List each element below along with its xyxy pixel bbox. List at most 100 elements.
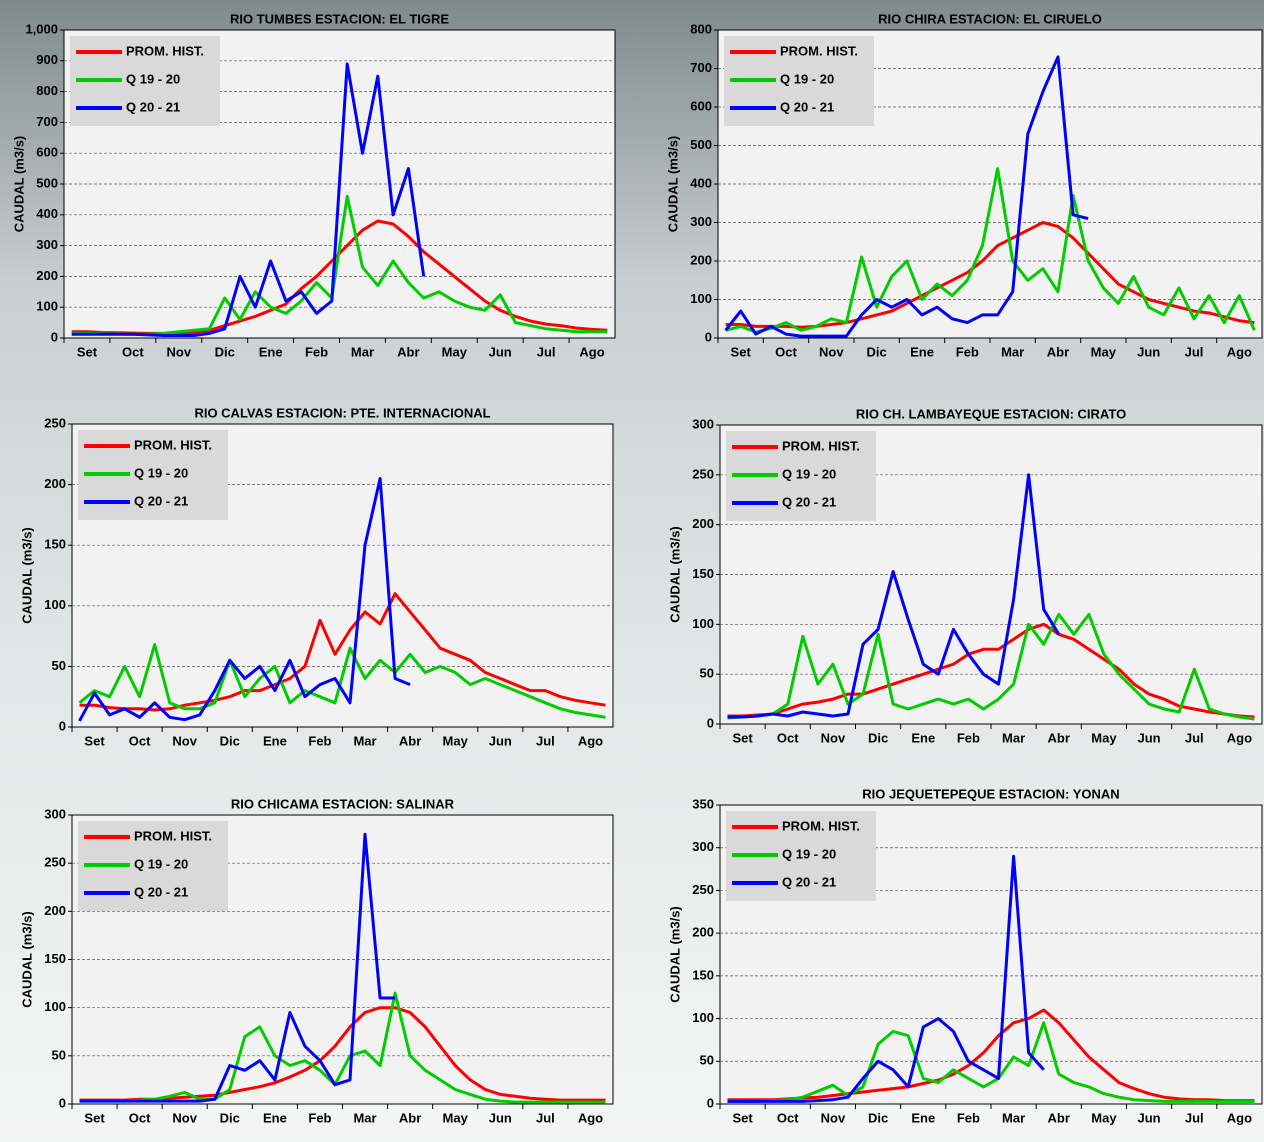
x-tick-label: Jul (536, 733, 555, 748)
x-tick-label: Abr (1047, 344, 1069, 359)
y-tick-label: 100 (692, 1010, 714, 1025)
legend-label: Q 20 - 21 (780, 99, 834, 114)
legend-label: PROM. HIST. (782, 438, 860, 453)
x-tick-label: Set (77, 344, 98, 359)
legend-label: Q 19 - 20 (126, 71, 180, 86)
x-tick-label: Jun (489, 733, 512, 748)
legend-label: Q 20 - 21 (134, 884, 188, 899)
x-tick-label: Feb (957, 1110, 980, 1125)
x-tick-label: Jul (536, 1110, 555, 1125)
y-tick-label: 100 (36, 299, 58, 314)
x-tick-label: May (1091, 344, 1117, 359)
x-tick-label: Set (732, 1110, 753, 1125)
y-tick-label: 50 (52, 1047, 66, 1062)
x-tick-label: Abr (397, 344, 419, 359)
x-tick-label: Ene (263, 1110, 287, 1125)
series-line (725, 167, 1256, 334)
series-line (727, 1021, 1255, 1103)
y-tick-label: 250 (692, 466, 714, 481)
x-tick-label: Feb (957, 730, 980, 745)
x-tick-label: Dic (868, 1110, 888, 1125)
x-tick-label: Dic (215, 344, 235, 359)
y-tick-label: 250 (692, 882, 714, 897)
x-tick-label: Abr (1048, 730, 1070, 745)
x-tick-label: Ago (579, 344, 604, 359)
x-tick-label: Nov (821, 1110, 846, 1125)
x-tick-label: Oct (775, 344, 797, 359)
legend-label: Q 19 - 20 (782, 846, 836, 861)
x-tick-label: Mar (353, 733, 376, 748)
legend-label: Q 19 - 20 (782, 466, 836, 481)
y-axis-label: CAUDAL (m3/s) (19, 911, 34, 1008)
y-tick-label: 400 (690, 175, 712, 190)
series-line (79, 991, 606, 1104)
y-tick-label: 300 (690, 214, 712, 229)
y-tick-label: 50 (52, 658, 66, 673)
x-tick-label: Ene (910, 344, 934, 359)
legend-label: PROM. HIST. (780, 43, 858, 58)
y-tick-label: 800 (690, 21, 712, 36)
x-tick-label: Nov (172, 733, 197, 748)
series-line (727, 622, 1255, 719)
legend-label: PROM. HIST. (126, 43, 204, 58)
x-tick-label: Set (731, 344, 752, 359)
x-tick-label: Set (84, 733, 105, 748)
x-tick-label: Abr (399, 1110, 421, 1125)
series-line (79, 832, 396, 1103)
x-tick-label: Nov (821, 730, 846, 745)
y-tick-label: 150 (44, 537, 66, 552)
x-tick-label: Set (732, 730, 753, 745)
x-tick-label: Jun (1138, 730, 1161, 745)
chart-title: RIO CHIRA ESTACION: EL CIRUELO (878, 11, 1102, 26)
y-axis-label: CAUDAL (m3/s) (19, 527, 34, 624)
y-tick-label: 200 (44, 903, 66, 918)
x-tick-label: Mar (1002, 1110, 1025, 1125)
x-tick-label: Jun (1137, 344, 1160, 359)
legend-label: PROM. HIST. (134, 828, 212, 843)
x-tick-label: May (1091, 730, 1117, 745)
chart-title: RIO CALVAS ESTACION: PTE. INTERNACIONAL (194, 405, 490, 420)
y-tick-label: 150 (692, 566, 714, 581)
x-tick-label: Jul (537, 344, 556, 359)
y-tick-label: 200 (36, 268, 58, 283)
y-axis-label: CAUDAL (m3/s) (665, 136, 680, 233)
y-tick-label: 400 (36, 206, 58, 221)
x-tick-label: Ene (911, 1110, 935, 1125)
y-tick-label: 600 (690, 98, 712, 113)
y-tick-label: 200 (692, 516, 714, 531)
series-line (727, 854, 1045, 1103)
legend-label: PROM. HIST. (134, 437, 212, 452)
legend-label: Q 20 - 21 (134, 493, 188, 508)
y-tick-label: 500 (36, 175, 58, 190)
x-tick-label: Jun (489, 344, 512, 359)
y-tick-label: 1,000 (25, 21, 58, 36)
y-tick-label: 0 (59, 1095, 66, 1110)
y-axis-label: CAUDAL (m3/s) (667, 906, 682, 1003)
y-tick-label: 0 (707, 1095, 714, 1110)
y-tick-label: 0 (705, 329, 712, 344)
x-tick-label: Oct (129, 1110, 151, 1125)
series-line (79, 1006, 606, 1102)
y-tick-label: 100 (690, 291, 712, 306)
series-line (71, 62, 426, 337)
x-tick-label: Mar (351, 344, 374, 359)
y-tick-label: 100 (692, 616, 714, 631)
chart-title: RIO CHICAMA ESTACION: SALINAR (231, 796, 455, 811)
x-tick-label: Mar (353, 1110, 376, 1125)
series-line (78, 643, 606, 719)
series-line (79, 592, 606, 712)
x-tick-label: Ago (1227, 1110, 1252, 1125)
x-tick-label: Abr (1048, 1110, 1070, 1125)
x-tick-label: Feb (308, 1110, 331, 1125)
x-tick-label: Jul (1185, 730, 1204, 745)
series-line (71, 194, 608, 336)
x-tick-label: Feb (305, 344, 328, 359)
x-tick-label: Ene (911, 730, 935, 745)
y-tick-label: 250 (44, 415, 66, 430)
x-tick-label: Oct (122, 344, 144, 359)
y-tick-label: 50 (700, 1053, 714, 1068)
y-tick-label: 100 (44, 597, 66, 612)
x-tick-label: Nov (167, 344, 192, 359)
